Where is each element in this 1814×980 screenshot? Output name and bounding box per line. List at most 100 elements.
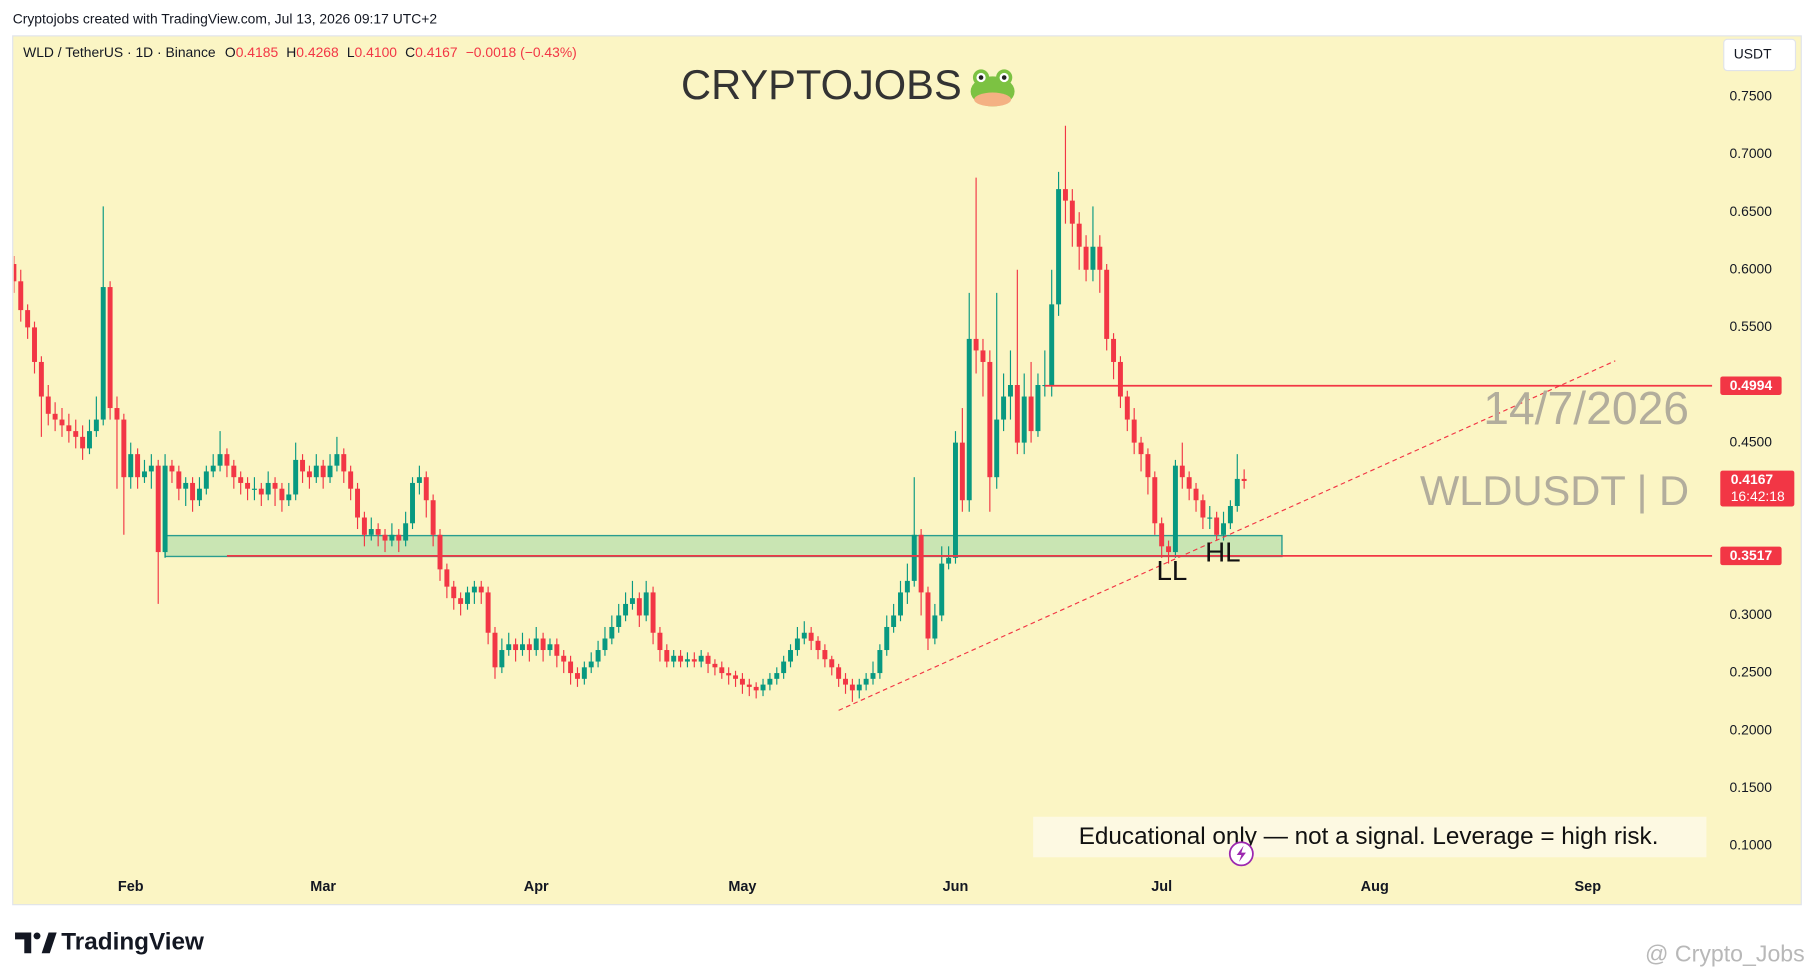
symbol: WLD / TetherUS · 1D · Binance — [23, 44, 216, 60]
candle-body — [300, 459, 306, 472]
candle-body — [1028, 396, 1034, 432]
candle-body — [341, 454, 347, 472]
axes: 0.10000.15000.20000.25000.30000.35000.40… — [118, 88, 1795, 895]
currency-button[interactable] — [1723, 38, 1797, 72]
candle-body — [217, 454, 223, 466]
candle-body — [73, 431, 79, 437]
candle-body — [13, 264, 17, 282]
y-tick-label: 0.1000 — [1730, 837, 1773, 853]
y-tick-label: 0.4500 — [1730, 433, 1773, 449]
candle-body — [815, 640, 821, 651]
level-label: 0.4994 — [1730, 377, 1773, 393]
candle-body — [1159, 523, 1165, 547]
candle-body — [348, 471, 354, 489]
candle-body — [884, 626, 890, 651]
candle-body — [224, 454, 230, 466]
candle-body — [1007, 385, 1013, 397]
ll-label: LL — [1156, 555, 1187, 586]
disclaimer: Educational only — not a signal. Leverag… — [1079, 823, 1659, 850]
candle-body — [203, 471, 209, 489]
y-tick-label: 0.7500 — [1730, 88, 1773, 104]
candle-body — [1193, 488, 1199, 501]
candle-body — [265, 482, 271, 495]
candle-body — [932, 615, 938, 639]
candle-body — [1186, 477, 1192, 489]
candle-body — [891, 615, 897, 627]
candle-body — [1117, 361, 1123, 397]
candle-body — [1234, 478, 1240, 506]
candle-body — [25, 310, 31, 328]
disclaimer-box — [1033, 816, 1707, 858]
candle-body — [925, 592, 931, 639]
candle-body — [829, 659, 835, 668]
candle-body — [726, 673, 732, 676]
candle-body — [547, 644, 553, 651]
candle-body — [451, 586, 457, 599]
candle-body — [32, 327, 37, 362]
candle-body — [361, 517, 367, 535]
candle-body — [691, 659, 697, 662]
candle-body — [574, 673, 580, 679]
candle-body — [382, 534, 388, 541]
hl-label: HL — [1205, 536, 1240, 567]
candle-body — [375, 529, 381, 535]
x-tick-label: Jul — [1151, 879, 1172, 895]
candle-body — [313, 465, 319, 478]
y-tick-label: 0.5500 — [1730, 318, 1773, 334]
attribution: Cryptojobs created with TradingView.com,… — [13, 10, 438, 26]
candle-body — [423, 477, 429, 501]
candle-body — [251, 488, 257, 490]
candle-body — [1090, 246, 1096, 270]
candle-body — [581, 667, 587, 679]
candle-body — [306, 471, 312, 478]
candle-body — [513, 644, 519, 651]
candle-body — [396, 534, 402, 541]
candle-body — [733, 675, 739, 679]
candle-body — [987, 361, 993, 478]
candle-body — [1179, 465, 1185, 478]
x-tick-label: Mar — [310, 879, 336, 895]
candle-body — [609, 626, 615, 639]
candle-body — [739, 678, 745, 685]
candle-body — [1062, 189, 1068, 201]
candle-body — [416, 477, 422, 483]
candle-body — [540, 638, 546, 651]
candle-body — [1227, 505, 1233, 524]
candle-body — [141, 471, 147, 478]
currency: USDT — [1734, 46, 1772, 62]
candle-body — [162, 465, 168, 553]
y-tick-label: 0.6000 — [1730, 260, 1773, 276]
candle-body — [272, 482, 278, 489]
candle-body — [849, 684, 855, 691]
candle-body — [1014, 385, 1020, 443]
candle-body — [492, 632, 498, 668]
candle-body — [245, 482, 251, 489]
candle-body — [471, 586, 477, 593]
candle-body — [59, 419, 65, 426]
candle-body — [877, 650, 883, 674]
candle-body — [698, 655, 704, 662]
candle-body — [499, 650, 505, 668]
candle-body — [980, 350, 986, 362]
symbol-header: WLD / TetherUS · 1D · Binance O0.4185 H0.4… — [23, 44, 577, 60]
candle-body — [678, 655, 684, 662]
ohlc-key: H — [286, 44, 296, 60]
candle-body — [320, 465, 326, 478]
candle-body — [1083, 246, 1089, 270]
candle-body — [190, 482, 196, 501]
candle-body — [939, 563, 945, 616]
candle-body — [712, 663, 718, 668]
candle-body — [1097, 246, 1103, 270]
candle-body — [114, 408, 120, 420]
candle-body — [1069, 200, 1075, 224]
candle-body — [904, 580, 910, 593]
candle-body — [994, 419, 1000, 478]
level-badge — [1720, 546, 1782, 566]
candle-body — [911, 534, 917, 581]
lightning-icon[interactable] — [1228, 841, 1254, 867]
candle-body — [80, 436, 86, 449]
x-tick-label: Sep — [1575, 879, 1602, 895]
candle-body — [568, 661, 574, 674]
candle-body — [1207, 517, 1213, 519]
